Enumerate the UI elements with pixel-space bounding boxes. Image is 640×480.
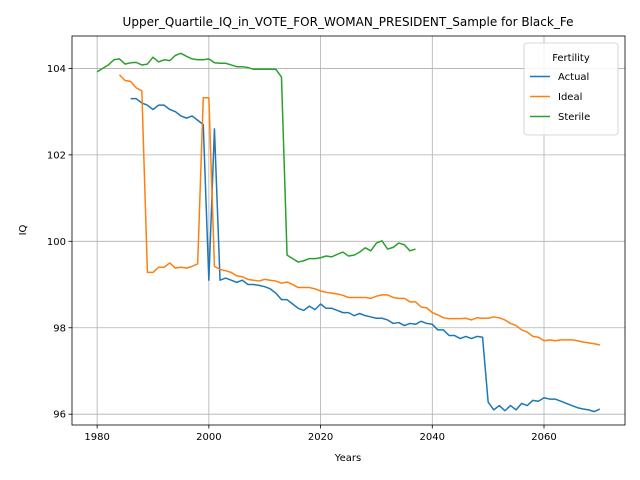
- series-lines: [96, 52, 601, 413]
- x-axis-label: Years: [334, 453, 361, 464]
- x-tick-label: 2060: [531, 432, 556, 443]
- x-tick-label: 2020: [308, 432, 333, 443]
- x-tick-label: 2000: [196, 432, 221, 443]
- y-tick-label: 98: [53, 323, 66, 334]
- chart-title: Upper_Quartile_IQ_in_VOTE_FOR_WOMAN_PRES…: [123, 15, 574, 29]
- ticks: 1980 2000 2020 2040 2060 96 98 100 102 104: [47, 64, 557, 443]
- series-line-sterile: [96, 52, 416, 263]
- y-tick-label: 102: [47, 150, 66, 161]
- legend-label-ideal: Ideal: [558, 92, 582, 103]
- plot-frame: [71, 35, 626, 426]
- x-tick-label: 1980: [84, 432, 109, 443]
- legend-title: Fertility: [552, 53, 590, 64]
- x-tick-label: 2040: [420, 432, 445, 443]
- series-line-ideal: [118, 74, 601, 346]
- legend-label-sterile: Sterile: [558, 112, 590, 123]
- legend: Fertility Actual Ideal Sterile: [523, 42, 619, 136]
- legend-label-actual: Actual: [558, 72, 589, 83]
- y-axis-label: IQ: [18, 224, 29, 235]
- y-tick-label: 96: [53, 410, 66, 421]
- legend-box: [523, 42, 619, 136]
- series-line-actual: [130, 97, 601, 413]
- y-tick-label: 100: [47, 237, 66, 248]
- y-tick-label: 104: [47, 64, 66, 75]
